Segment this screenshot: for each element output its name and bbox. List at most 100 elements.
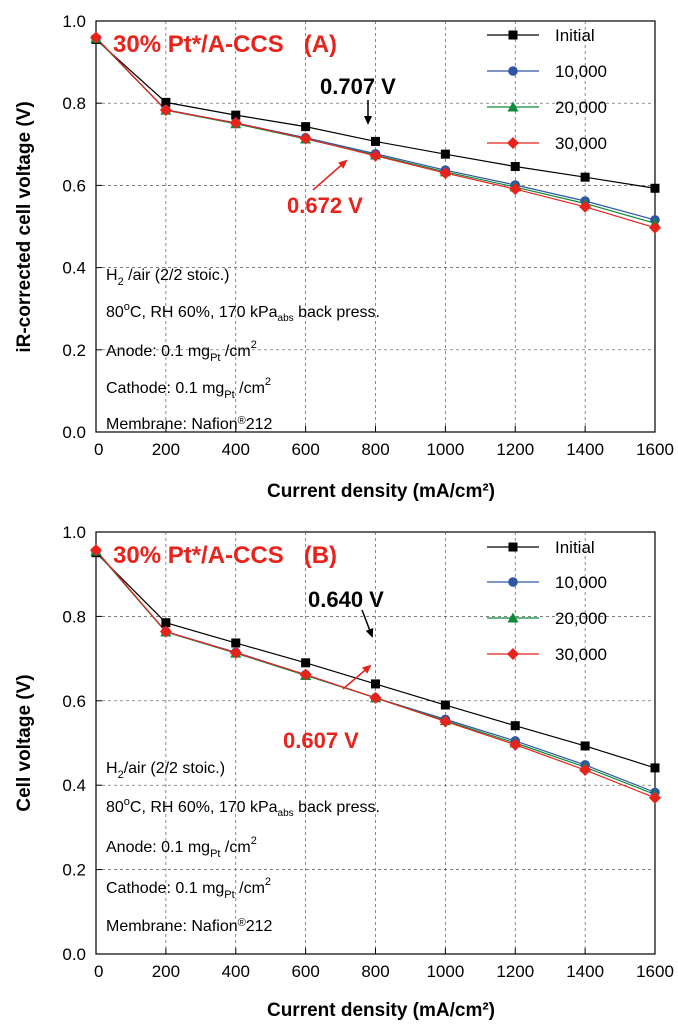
legend-label: Initial	[555, 26, 595, 45]
x-axis-title: Current density (mA/cm²)	[267, 481, 495, 502]
legend-label: 30,000	[555, 645, 607, 664]
data-point-30000	[299, 668, 312, 681]
panel-title: 30% Pt*/A-CCS (B)	[113, 542, 337, 569]
data-point-30000	[229, 116, 242, 129]
x-tick-label: 200	[152, 962, 180, 981]
data-point-30000	[439, 167, 452, 180]
callout-arrowhead	[362, 664, 372, 674]
data-point-30000	[369, 149, 382, 162]
callout-arrowhead	[364, 116, 372, 125]
legend-label: 20,000	[555, 609, 607, 628]
legend-label: 30,000	[555, 134, 607, 153]
y-tick-label: 0.2	[62, 861, 86, 880]
callout-initial-value: 0.640 V	[308, 587, 384, 612]
x-tick-label: 1000	[426, 962, 464, 981]
condition-gas: H2 /air (2/2 stoic.)	[106, 267, 230, 288]
condition-cathode: Cathode: 0.1 mgPt /cm2	[106, 876, 271, 901]
data-point-30000	[509, 183, 522, 196]
legend: Initial 10,000 20,000 30,000	[487, 538, 607, 664]
data-point-30000	[509, 738, 522, 751]
data-point-Initial	[510, 721, 520, 731]
x-tick-label: 800	[361, 440, 389, 459]
condition-temperature: 80oC, RH 60%, 170 kPaabs back press.	[106, 796, 380, 819]
legend-marker	[508, 30, 518, 40]
x-tick-label: 200	[152, 440, 180, 459]
legend-marker	[508, 542, 518, 552]
callout-arrowhead	[365, 628, 374, 638]
data-point-Initial	[371, 679, 380, 689]
condition-anode: Anode: 0.1 mgPt /cm2	[106, 835, 257, 860]
data-point-Initial	[231, 638, 241, 648]
data-point-30000	[90, 544, 102, 557]
x-tick-label: 400	[222, 440, 250, 459]
data-point-Initial	[510, 161, 520, 171]
data-point-30000	[579, 200, 592, 213]
x-tick-label: 400	[222, 962, 250, 981]
legend-marker	[508, 66, 518, 76]
x-tick-label: 0	[94, 962, 103, 981]
x-tick-label: 1400	[566, 962, 604, 981]
data-point-Initial	[161, 97, 171, 107]
y-tick-label: 0.2	[62, 341, 86, 360]
data-point-30000	[159, 625, 172, 638]
data-point-Initial	[161, 618, 171, 628]
legend-marker	[508, 577, 518, 587]
legend-marker	[507, 648, 519, 660]
data-point-Initial	[371, 136, 380, 146]
legend-label: 20,000	[555, 98, 607, 117]
panel-title: 30% Pt*/A-CCS (A)	[113, 31, 337, 58]
data-point-Initial	[440, 149, 450, 159]
x-tick-label: 1400	[566, 440, 604, 459]
y-tick-label: 0.4	[62, 776, 86, 795]
legend: Initial 10,000 20,000 30,000	[487, 26, 607, 153]
data-point-Initial	[650, 763, 660, 773]
y-tick-label: 0.6	[62, 176, 86, 195]
x-axis-title: Current density (mA/cm²)	[267, 1000, 495, 1021]
x-tick-label: 800	[361, 962, 389, 981]
condition-gas: H2/air (2/2 stoic.)	[106, 760, 225, 781]
data-point-30000	[229, 646, 242, 659]
x-tick-label: 1200	[496, 962, 534, 981]
legend-marker	[507, 101, 519, 112]
y-tick-label: 0.0	[62, 423, 86, 442]
data-point-30000	[369, 691, 382, 704]
data-point-Initial	[650, 183, 660, 193]
data-point-30000	[299, 132, 312, 145]
callout-aged-value: 0.607 V	[283, 728, 359, 753]
y-tick-label: 1.0	[62, 12, 86, 31]
y-tick-label: 0.4	[62, 259, 86, 278]
data-point-Initial	[301, 658, 311, 668]
x-tick-label: 1200	[496, 440, 534, 459]
y-tick-label: 0.8	[62, 607, 86, 626]
condition-anode: Anode: 0.1 mgPt /cm2	[106, 339, 257, 364]
x-tick-label: 1000	[426, 440, 464, 459]
data-point-Initial	[440, 700, 450, 710]
chart-panel-b: 0 200 400 600 800 1000 1200 1400 1600 0.0 0.2 0.4 0.…	[14, 523, 674, 1021]
legend-marker	[507, 137, 519, 149]
callout-arrow	[312, 160, 347, 191]
y-axis-title: iR-corrected cell voltage (V)	[14, 101, 35, 352]
test-conditions: H2 /air (2/2 stoic.) 80oC, RH 60%, 170 kP…	[106, 267, 380, 433]
y-axis-title: Cell voltage (V)	[14, 674, 35, 811]
x-tick-label: 1600	[636, 440, 674, 459]
condition-membrane: Membrane: Nafion®212	[106, 415, 273, 433]
data-point-Initial	[301, 122, 311, 132]
condition-membrane: Membrane: Nafion®212	[106, 917, 273, 935]
data-point-30000	[649, 791, 661, 804]
chart-panel-a: 0 200 400 600 800 1000 1200 1400 1600 0.0 0.2 0.4 0.…	[14, 12, 674, 502]
condition-cathode: Cathode: 0.1 mgPt /cm2	[106, 376, 271, 401]
legend-label: 10,000	[555, 62, 607, 81]
condition-temperature: 80oC, RH 60%, 170 kPaabs back press.	[106, 301, 380, 324]
data-point-30000	[439, 715, 452, 728]
data-point-30000	[579, 764, 592, 777]
callout-aged-value: 0.672 V	[287, 193, 363, 218]
x-tick-label: 600	[291, 962, 319, 981]
test-conditions: H2/air (2/2 stoic.) 80oC, RH 60%, 170 kPa…	[106, 760, 380, 935]
data-point-Initial	[580, 741, 590, 751]
data-point-30000	[649, 221, 661, 234]
legend-marker	[507, 612, 519, 623]
y-tick-label: 0.8	[62, 94, 86, 113]
legend-label: 10,000	[555, 573, 607, 592]
data-point-Initial	[580, 172, 590, 182]
